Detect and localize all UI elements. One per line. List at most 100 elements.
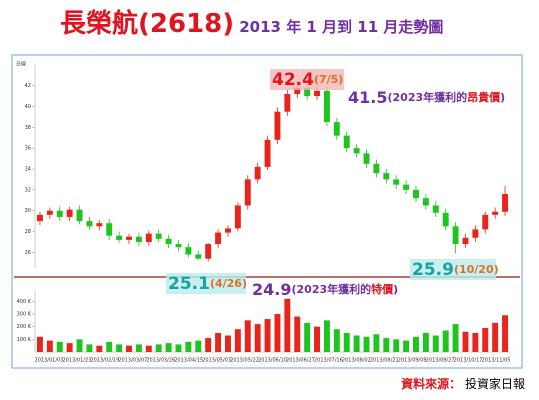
volume-bar (135, 344, 142, 352)
candle-body (462, 237, 469, 245)
volume-bar (343, 333, 350, 352)
annotation: 25.1(4/26) (168, 274, 247, 294)
candle-body (373, 163, 380, 174)
candle-body (215, 232, 222, 245)
x-tick-label: 2013/05/03 (202, 358, 231, 364)
volume-bar (215, 333, 222, 352)
volume-bar (56, 341, 63, 352)
annotation-value: 25.1 (168, 274, 210, 294)
volume-bar (304, 322, 311, 352)
annotation-bg (410, 259, 496, 280)
volume-bar (185, 341, 192, 352)
x-tick-label: 2013/08/21 (370, 358, 399, 364)
volume-bar (86, 344, 93, 352)
y-tick-label: 26 (25, 250, 31, 256)
volume-bar (333, 329, 340, 352)
chart-title: 長榮航(2618) (60, 8, 234, 39)
volume-bar (323, 320, 330, 352)
chart-title-line: 長榮航(2618) 2013 年 1 月到 11 月走勢圖 (60, 8, 443, 39)
candle-body (254, 166, 261, 180)
y-tick-label: 36 (25, 146, 31, 152)
y-tick-label: 32 (25, 187, 31, 193)
x-tick-label: 2013/06/27 (286, 358, 315, 364)
candle-body (126, 236, 132, 240)
annotation-value: 24.9 (252, 280, 291, 299)
volume-bar (314, 326, 320, 352)
annotation-end: ) (393, 283, 398, 296)
candle-body (452, 226, 459, 245)
candle-body (353, 148, 360, 154)
source: 投資家日報 (465, 376, 525, 391)
volume-tick-label: 400 K (17, 299, 32, 305)
volume-tick-label: 100 K (17, 337, 32, 343)
candle-body (442, 212, 449, 227)
annotation-value: 42.4 (272, 70, 314, 90)
candle-body (274, 111, 281, 140)
candle-body (56, 210, 63, 217)
volume-bar (472, 333, 479, 352)
volume-tick-label: 300 K (17, 312, 32, 318)
volume-bar (36, 336, 43, 352)
annotation-value: 41.5 (348, 88, 387, 107)
annotation: 42.4(7/5) (272, 70, 343, 90)
annotation-note: (10/20) (454, 263, 499, 276)
y-tick-label: 40 (25, 104, 31, 110)
candle-body (46, 210, 53, 215)
volume-tick-label: 200 K (17, 324, 32, 330)
y-tick-label: 38 (25, 125, 31, 131)
candle-body (155, 233, 162, 239)
annotation: 24.9(2023年獲利的特價) (252, 280, 398, 299)
annotation-note: (2023年獲利的 (387, 90, 467, 104)
volume-bar (155, 344, 162, 352)
volume-bar (274, 314, 281, 352)
volume-bar (393, 339, 400, 352)
volume-bar (413, 336, 419, 352)
volume-bar (234, 329, 241, 352)
candle-body (116, 235, 123, 240)
volume-bar (195, 340, 202, 352)
x-tick-label: 2013/07/16 (314, 358, 343, 364)
candle-body (244, 179, 251, 206)
volume-bar (383, 338, 390, 352)
volume-bar (106, 341, 113, 352)
volume-bar (363, 336, 370, 352)
candle-body (363, 153, 370, 164)
candle-body (314, 90, 320, 97)
volume-bar (244, 320, 251, 352)
candle-body (343, 135, 350, 149)
x-tick-label: 2013/01/03 (35, 358, 64, 364)
annotation-highlight: 昂貴價 (467, 90, 501, 104)
candle-body (502, 194, 509, 212)
x-tick-label: 2013/09/09 (398, 358, 427, 364)
candle-body (175, 244, 182, 248)
volume-bar (46, 340, 53, 352)
annotation-note: (7/5) (314, 73, 343, 86)
volume-bar (452, 324, 459, 352)
candle-body (185, 247, 192, 255)
x-tick-label: 2013/02/19 (90, 358, 119, 364)
candle-body (383, 173, 390, 180)
annotation-bg (166, 273, 246, 294)
candle-body (403, 184, 410, 190)
x-tick-label: 2013/09/27 (426, 358, 455, 364)
annotation-value: 25.9 (412, 260, 454, 280)
volume-bar (145, 345, 152, 352)
candle-body (422, 198, 429, 206)
volume-bar (482, 327, 489, 352)
candle-body (264, 139, 271, 167)
volume-bar (66, 343, 73, 352)
source-label: 資料來源： (401, 376, 461, 391)
volume-bar (403, 340, 410, 352)
candle-body (96, 223, 103, 227)
volume-bar (76, 339, 83, 352)
candle-body (205, 244, 212, 259)
volume-bar (422, 333, 429, 352)
candle-body (413, 189, 419, 199)
volume-bar (373, 334, 380, 352)
candle-body (145, 233, 152, 242)
candle-body (86, 221, 93, 227)
panel-label: 日線 (16, 61, 26, 68)
volume-bar (126, 345, 132, 352)
annotation-highlight: 特價 (371, 282, 394, 296)
